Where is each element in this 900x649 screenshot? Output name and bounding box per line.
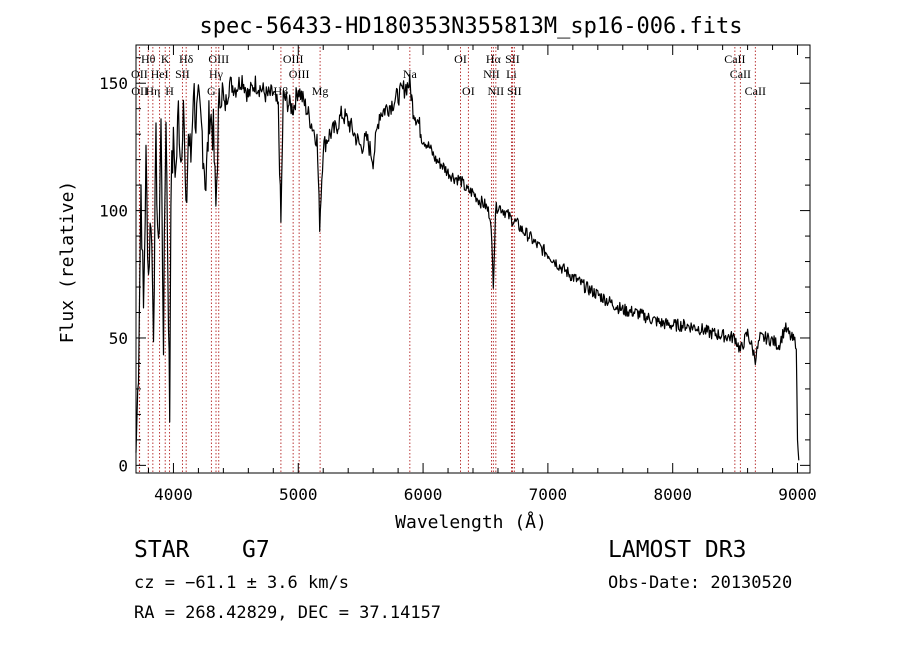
line-marker-label: Hθ <box>141 52 156 66</box>
y-tick-label: 150 <box>99 74 128 93</box>
line-marker-label: OI <box>462 84 475 98</box>
line-marker-label: SII <box>505 52 520 66</box>
line-marker-label: G <box>207 84 216 98</box>
line-marker-label: OIII <box>289 67 310 81</box>
line-marker-label: CaII <box>730 67 751 81</box>
line-marker-label: H <box>165 84 174 98</box>
line-marker-label: CaII <box>724 52 745 66</box>
line-marker-label: SII <box>175 67 190 81</box>
line-marker-label: HeI <box>151 67 169 81</box>
y-axis-label: Flux (relative) <box>57 181 78 344</box>
y-tick-label: 100 <box>99 202 128 221</box>
line-marker-label: SII <box>507 84 522 98</box>
class-subtype: G7 <box>242 537 270 563</box>
x-tick-label: 5000 <box>279 485 318 504</box>
redshift-cz: cz = −61.1 ± 3.6 km/s <box>134 573 349 593</box>
line-marker-label: NII <box>483 67 500 81</box>
line-marker-label: OII <box>131 67 148 81</box>
x-tick-label: 4000 <box>154 485 193 504</box>
survey-name: LAMOST DR3 <box>608 537 747 563</box>
line-marker-label: Hη <box>145 84 160 98</box>
chart-title: spec-56433-HD180353N355813M_sp16-006.fit… <box>199 14 742 39</box>
y-tick-label: 0 <box>118 456 128 475</box>
class-type: STAR <box>134 537 190 563</box>
plot-frame <box>135 44 811 474</box>
spectrum-line <box>135 73 800 461</box>
y-tick-label: 50 <box>109 329 128 348</box>
ra-dec: RA = 268.42829, DEC = 37.14157 <box>134 603 442 623</box>
line-marker-label: CaII <box>745 84 766 98</box>
line-marker-label: OI <box>454 52 467 66</box>
line-marker-label: Hγ <box>209 67 224 81</box>
x-tick-label: 8000 <box>653 485 692 504</box>
obs-date: Obs-Date: 20130520 <box>608 573 793 593</box>
x-tick-label: 7000 <box>529 485 568 504</box>
x-axis-label: Wavelength (Å) <box>395 511 547 533</box>
line-marker-label: NII <box>488 84 505 98</box>
x-tick-label: 9000 <box>778 485 817 504</box>
line-marker-label: OIII <box>208 52 229 66</box>
line-marker-label: Hα <box>486 52 502 66</box>
x-axis: 4000 5000 6000 7000 8000 9000 <box>147 45 817 504</box>
line-marker-label: Mg <box>312 84 329 98</box>
line-marker-label: Hδ <box>179 52 194 66</box>
line-marker-label: K <box>161 52 170 66</box>
line-marker-label: Li <box>506 67 517 81</box>
line-marker-label: OIII <box>283 52 304 66</box>
x-tick-label: 6000 <box>404 485 443 504</box>
line-marker-label: OII <box>131 84 148 98</box>
y-axis: 0 50 100 150 <box>99 57 810 475</box>
